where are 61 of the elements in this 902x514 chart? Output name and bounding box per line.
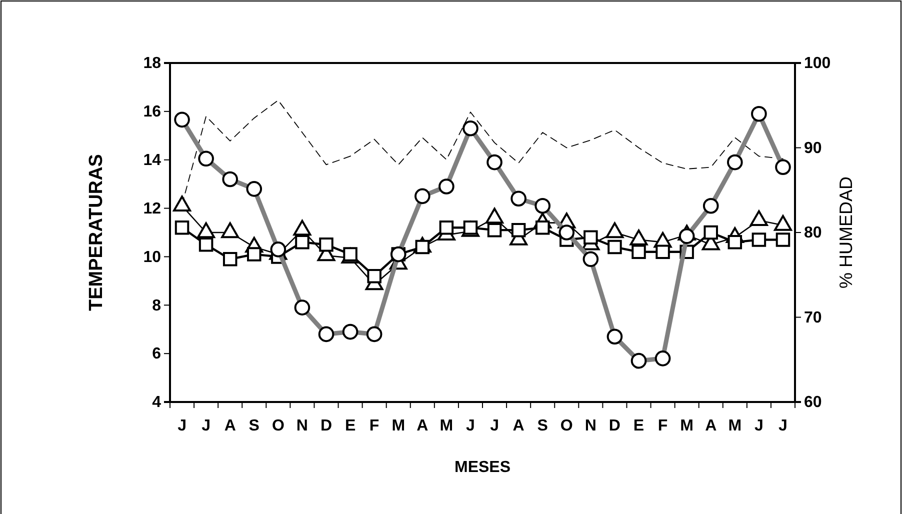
x-tick-label: D [320,418,332,435]
x-tick-label: J [490,418,499,435]
x-tick-label: J [466,418,475,435]
point [632,244,646,259]
x-tick-label: S [248,418,260,435]
x-tick-label: E [633,418,644,435]
y-tick-label: 8 [152,297,162,314]
y-tick-label: 14 [143,152,162,169]
y2-tick-label: 100 [804,55,831,72]
x-tick-label: O [272,418,284,435]
point [222,252,238,266]
x-tick-label: F [658,418,668,435]
point [752,232,766,247]
x-tick-label: D [608,418,620,435]
point [776,232,790,247]
point [487,222,502,238]
point [247,247,262,262]
point [704,225,718,240]
point [198,237,214,252]
x-tick-label: M [392,418,406,435]
x-tick-label: S [537,418,548,435]
x-tick-label: A [224,418,236,435]
point [367,268,382,284]
x-tick-label: N [584,418,596,435]
y2-tick-label: 80 [804,224,822,242]
x-tick-label: J [778,418,788,435]
point [439,220,454,235]
y2-tick-label: 90 [804,140,822,157]
x-axis-title: MESES [454,459,511,476]
y-tick-label: 4 [152,394,162,412]
point [319,237,334,252]
point [295,235,310,250]
point [656,244,670,259]
y-tick-label: 18 [143,55,162,72]
y-axis-title: TEMPERATURAS [86,154,107,311]
point [174,220,190,235]
point [535,220,550,235]
x-tick-label: M [440,418,454,435]
x-tick-label: O [560,418,573,435]
x-tick-label: N [296,418,308,435]
x-tick-label: J [202,418,211,435]
point [608,240,622,254]
y-tick-label: 12 [143,200,162,218]
y2-tick-label: 60 [804,394,822,412]
point [584,230,598,244]
y-tick-label: 6 [152,346,162,363]
x-tick-label: F [369,418,380,435]
x-tick-label: J [754,418,764,435]
x-tick-label: A [416,418,429,435]
y-tick-label: 16 [143,104,162,121]
y-tick-label: 10 [143,248,162,266]
x-tick-label: A [705,418,718,435]
y2-tick-label: 70 [804,309,822,326]
x-tick-label: M [680,418,694,435]
y2-axis-title: % HUMEDAD [836,176,856,289]
x-tick-label: E [344,418,356,435]
x-tick-label: A [512,418,525,435]
point [511,222,526,238]
point [728,235,742,250]
x-tick-label: J [178,418,186,435]
x-tick-label: M [728,418,742,435]
